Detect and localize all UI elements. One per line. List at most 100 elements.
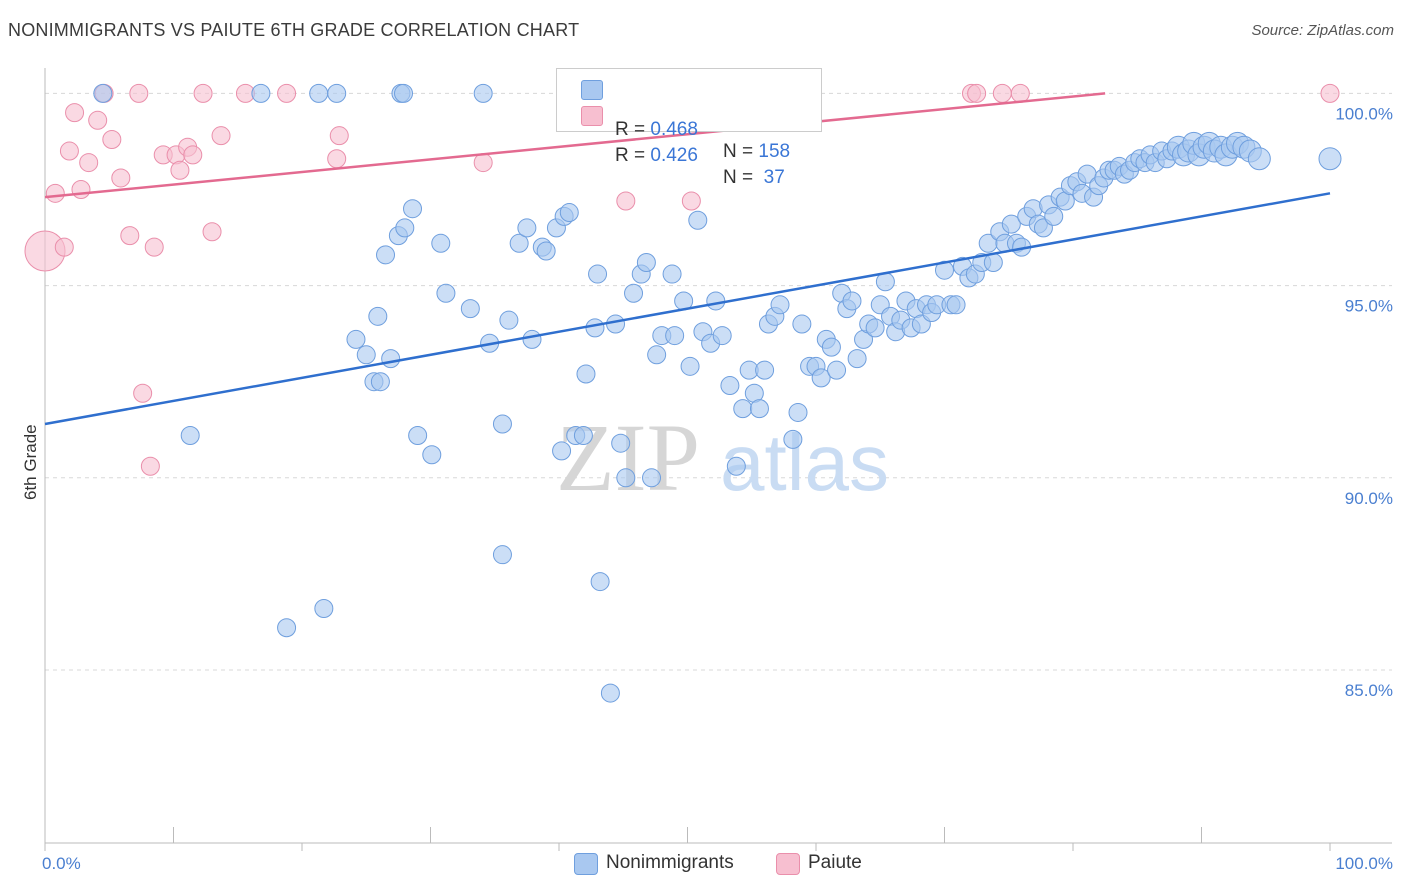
nonimmigrants-point bbox=[788, 402, 808, 422]
paiute-point bbox=[277, 83, 297, 103]
y-tick-label: 95.0% bbox=[1345, 297, 1393, 316]
nonimmigrants-point bbox=[395, 218, 415, 238]
nonimmigrants-point bbox=[346, 329, 366, 349]
nonimmigrants-point bbox=[309, 83, 329, 103]
paiute-point bbox=[111, 168, 131, 188]
paiute-point bbox=[170, 160, 190, 180]
nonimmigrants-point bbox=[712, 326, 732, 346]
nonimmigrants-point bbox=[251, 83, 271, 103]
legend-swatch-pink bbox=[581, 106, 603, 126]
nonimmigrants-point bbox=[460, 299, 480, 319]
nonimmigrants-point bbox=[436, 283, 456, 303]
nonimmigrants-point bbox=[492, 545, 512, 565]
nonimmigrants-point bbox=[381, 349, 401, 369]
nonimmigrants-point bbox=[403, 199, 423, 219]
bottom-legend-swatch-blue bbox=[574, 853, 598, 875]
nonimmigrants-point bbox=[394, 83, 414, 103]
nonimmigrants-point bbox=[1001, 214, 1021, 234]
nonimmigrants-point bbox=[636, 253, 656, 273]
nonimmigrants-point bbox=[422, 445, 442, 465]
series-paiute-points bbox=[24, 83, 1340, 476]
paiute-point bbox=[88, 110, 108, 130]
legend-r-label: R = bbox=[615, 119, 651, 140]
nonimmigrants-point bbox=[368, 306, 388, 326]
nonimmigrants-point bbox=[726, 456, 746, 476]
paiute-point bbox=[202, 222, 222, 242]
nonimmigrants-point bbox=[783, 429, 803, 449]
paiute-point bbox=[79, 153, 99, 173]
paiute-point bbox=[681, 191, 701, 211]
nonimmigrants-point bbox=[847, 349, 867, 369]
grid-lines bbox=[45, 92, 1392, 671]
paiute-point bbox=[473, 153, 493, 173]
nonimmigrants-point bbox=[473, 83, 493, 103]
paiute-point bbox=[140, 456, 160, 476]
paiute-point bbox=[129, 83, 149, 103]
legend-r-value: 0.468 bbox=[650, 119, 698, 140]
paiute-point bbox=[211, 126, 231, 146]
nonimmigrants-point bbox=[314, 599, 334, 619]
paiute-point bbox=[144, 237, 164, 257]
paiute-point bbox=[967, 83, 987, 103]
nonimmigrants-point bbox=[585, 318, 605, 338]
nonimmigrants-point bbox=[509, 233, 529, 253]
y-tick-label: 100.0% bbox=[1335, 104, 1393, 123]
bottom-legend-swatch-pink bbox=[776, 853, 800, 875]
nonimmigrants-point bbox=[642, 468, 662, 488]
axes bbox=[44, 68, 1392, 851]
nonimmigrants-point bbox=[755, 360, 775, 380]
nonimmigrants-point bbox=[277, 618, 297, 638]
paiute-point bbox=[992, 83, 1012, 103]
nonimmigrants-point bbox=[431, 233, 451, 253]
nonimmigrants-point bbox=[811, 368, 831, 388]
paiute-point bbox=[102, 130, 122, 150]
nonimmigrants-point bbox=[327, 83, 347, 103]
nonimmigrants-point bbox=[93, 83, 113, 103]
legend-row-nonimmigrants: R = 0.468 N = 158 bbox=[557, 75, 790, 162]
nonimmigrants-point bbox=[590, 572, 610, 592]
nonimmigrants-point bbox=[600, 683, 620, 703]
nonimmigrants-point bbox=[408, 426, 428, 446]
chart-title: NONIMMIGRANTS VS PAIUTE 6TH GRADE CORREL… bbox=[8, 20, 580, 40]
nonimmigrants-point bbox=[706, 291, 726, 311]
paiute-point bbox=[193, 83, 213, 103]
paiute-point bbox=[1010, 83, 1030, 103]
watermark: ZIP atlas bbox=[556, 404, 889, 511]
y-axis-label: 6th Grade bbox=[21, 424, 40, 500]
legend-n-label: N = bbox=[723, 141, 759, 162]
paiute-point bbox=[59, 141, 79, 161]
series-nonimmigrants-points bbox=[93, 83, 1342, 703]
nonimmigrants-point bbox=[492, 414, 512, 434]
trend-line-nonimmigrants bbox=[44, 192, 1331, 426]
nonimmigrants-point bbox=[647, 345, 667, 365]
nonimmigrants-point bbox=[733, 399, 753, 419]
legend-row-paiute: R = 0.426 N = 37 bbox=[557, 101, 785, 188]
stats-legend: R = 0.468 N = 158 R = 0.426 N = 37 bbox=[556, 68, 822, 188]
nonimmigrants-point bbox=[611, 433, 631, 453]
nonimmigrants-point bbox=[522, 329, 542, 349]
nonimmigrants-point bbox=[983, 253, 1003, 273]
paiute-point bbox=[616, 191, 636, 211]
nonimmigrants-point bbox=[552, 441, 572, 461]
nonimmigrants-point bbox=[792, 314, 812, 334]
x-tick-labels: 0.0% 100.0% bbox=[42, 854, 1393, 873]
nonimmigrants-point bbox=[935, 260, 954, 280]
chart-source: Source: ZipAtlas.com bbox=[1251, 22, 1394, 39]
trend-line-paiute bbox=[44, 92, 1106, 199]
y-tick-label: 85.0% bbox=[1345, 681, 1393, 700]
nonimmigrants-point bbox=[517, 218, 537, 238]
legend-r-value: 0.426 bbox=[650, 145, 698, 166]
paiute-point bbox=[329, 126, 349, 146]
x-tick-label: 100.0% bbox=[1335, 854, 1393, 873]
nonimmigrants-point bbox=[821, 337, 841, 357]
paiute-point bbox=[120, 226, 140, 246]
nonimmigrants-point bbox=[180, 426, 200, 446]
legend-r-label: R = bbox=[615, 145, 651, 166]
nonimmigrants-point bbox=[588, 264, 608, 284]
nonimmigrants-point bbox=[616, 468, 636, 488]
nonimmigrants-point bbox=[749, 399, 769, 419]
nonimmigrants-point bbox=[573, 426, 593, 446]
nonimmigrants-point bbox=[1247, 147, 1271, 171]
y-tick-labels: 85.0% 90.0% 95.0% 100.0% bbox=[1335, 104, 1393, 700]
